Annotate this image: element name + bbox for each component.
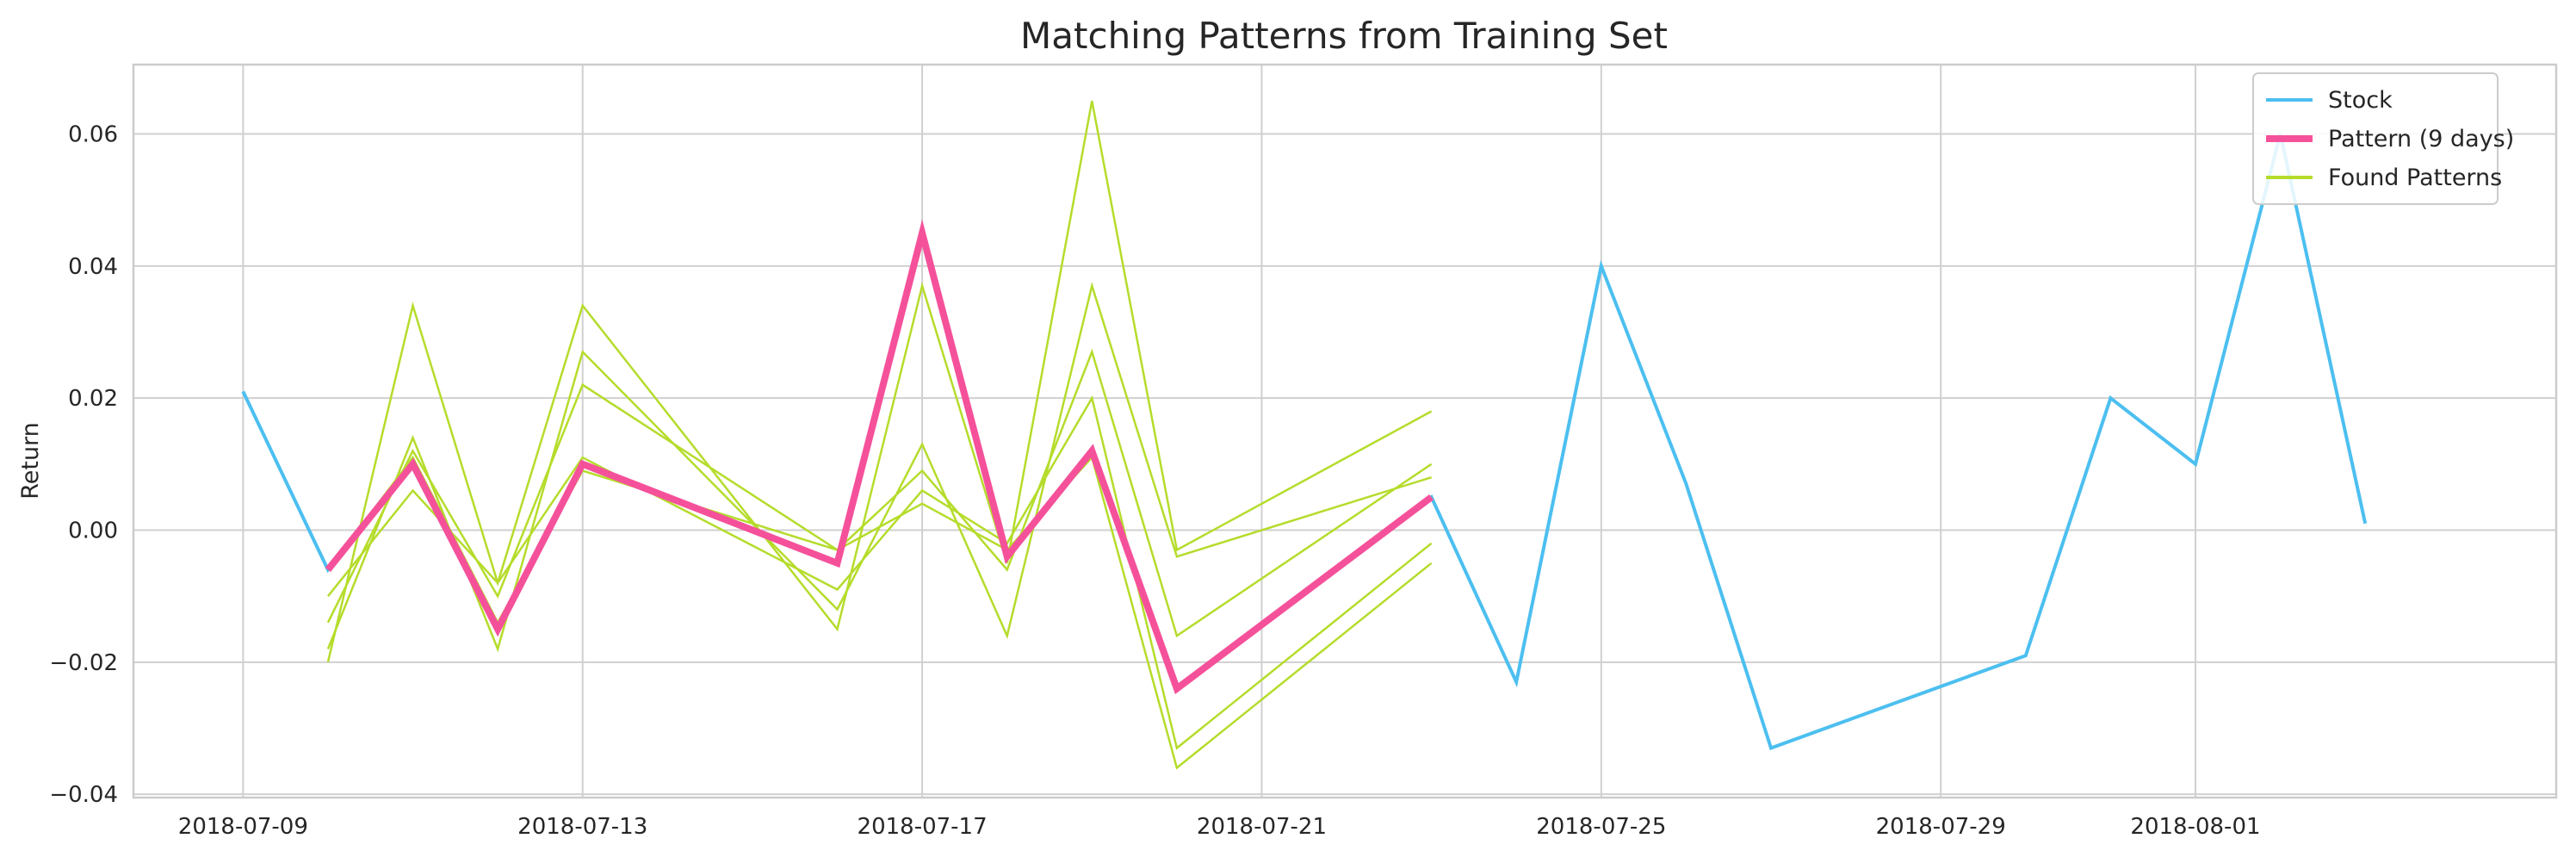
x-tick-label: 2018-07-17 [858,814,988,840]
legend-label-pattern: Pattern (9 days) [2328,126,2514,152]
y-tick-label: 0.02 [68,386,118,412]
stock-line [241,134,2368,751]
pattern-line [325,219,1434,694]
x-tick-label: 2018-07-25 [1536,814,1666,840]
y-tick-label: 0.00 [68,519,118,544]
y-tick-label: −0.04 [49,782,118,808]
legend: Stock Pattern (9 days) Found Patterns [2252,72,2514,205]
y-tick-label: −0.02 [49,650,118,676]
legend-label-stock: Stock [2328,87,2393,114]
legend-label-found: Found Patterns [2328,165,2502,191]
found-pattern-line [326,100,1433,663]
legend-box [2252,72,2499,205]
grid [133,65,2556,798]
x-tick-label: 2018-07-21 [1197,814,1327,840]
chart-title: Matching Patterns from Training Set [1020,15,1668,57]
y-tick-label: 0.04 [68,254,118,280]
x-tick-label: 2018-07-09 [178,814,308,840]
x-tick-label: 2018-07-29 [1876,814,2006,840]
found-pattern-line [326,455,1433,770]
found-pattern-line [326,348,1433,638]
y-axis-label: Return [17,422,44,500]
found-patterns-lines [326,100,1433,770]
tick-labels: 2018-07-09 2018-07-13 2018-07-17 2018-07-21… [49,122,2260,841]
pattern-line-group [325,219,1434,694]
found-pattern-line [326,282,1432,653]
stock-line-group [241,134,2368,751]
x-tick-label: 2018-08-01 [2130,814,2260,840]
plot-frame [132,63,2558,799]
x-tick-label: 2018-07-13 [517,814,647,840]
y-tick-label: 0.06 [68,122,118,148]
